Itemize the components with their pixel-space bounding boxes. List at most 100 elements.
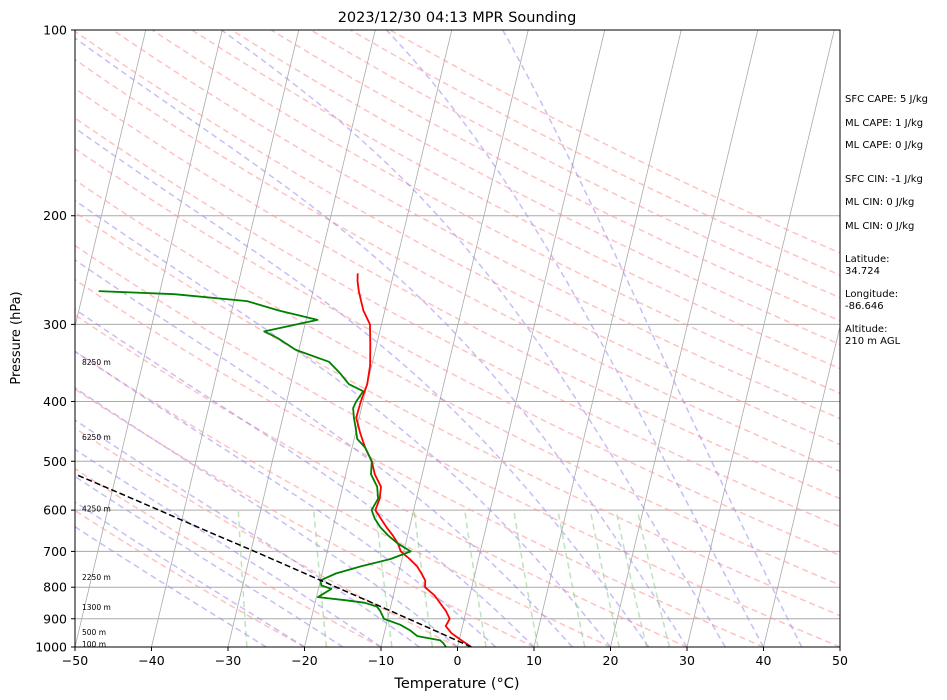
y-tick-label: 100 (43, 23, 67, 38)
sounding-info-text: SFC CIN: -1 J/kg (845, 174, 923, 185)
mixing-ratio-line (615, 509, 648, 647)
sounding-info-text: Longitude: (845, 289, 898, 300)
dry-adiabat-line (75, 388, 535, 647)
dry-adiabat-line (75, 278, 764, 647)
isotherm-line (380, 30, 529, 647)
moist-adiabat-line (75, 127, 650, 647)
moist-adiabat-line (75, 308, 535, 647)
x-tick-label: −50 (62, 653, 88, 668)
x-tick-label: 40 (756, 653, 772, 668)
y-tick-label: 600 (43, 503, 67, 518)
sounding-info-text: 210 m AGL (845, 336, 901, 347)
moist-adiabat-line (502, 30, 803, 647)
y-tick-label: 300 (43, 317, 67, 332)
moist-adiabat-line (75, 419, 420, 647)
moist-adiabat-line (75, 448, 382, 647)
moist-adiabat-line (75, 501, 305, 647)
sounding-info-text: Altitude: (845, 324, 887, 335)
y-tick-label: 200 (43, 208, 67, 223)
sounding-info-text: ML CAPE: 1 J/kg (845, 118, 923, 129)
y-tick-label: 400 (43, 394, 67, 409)
x-tick-label: −20 (291, 653, 317, 668)
moist-adiabat-line (75, 475, 344, 647)
temperature-profile-line (355, 273, 472, 647)
moist-adiabat-line (75, 199, 612, 647)
mixing-ratio-line (589, 509, 621, 647)
sounding-info-panel: SFC CAPE: 5 J/kg ML CAPE: 1 J/kg ML CAPE: … (845, 94, 928, 347)
sounding-info-text: ML CIN: 0 J/kg (845, 197, 914, 208)
plot-frame (74, 29, 841, 648)
dewpoint-profile-line (98, 290, 447, 647)
dry-adiabat-line (75, 30, 840, 446)
height-label: 6250 m (82, 433, 111, 442)
height-label: 8250 m (82, 358, 111, 367)
height-label: 2250 m (82, 573, 111, 582)
dry-adiabat-line (75, 314, 688, 647)
isotherm-line (75, 30, 147, 329)
mixing-ratio-line (313, 510, 328, 647)
isotherm-line (75, 30, 223, 647)
x-axis-ticks: −50 −40 −30 −20 −10 0 10 20 30 40 50 (62, 647, 848, 668)
mixing-ratio-line (413, 510, 434, 647)
x-tick-label: −10 (368, 653, 394, 668)
x-tick-label: −30 (215, 653, 241, 668)
x-tick-label: 10 (526, 653, 542, 668)
moist-adiabat-line (220, 30, 726, 647)
isotherm-line (763, 324, 840, 647)
isotherm-line (610, 30, 759, 647)
sounding-info-text: ML CAPE: 0 J/kg (845, 140, 923, 151)
x-tick-label: 30 (679, 653, 695, 668)
mixing-ratio-line (375, 510, 393, 647)
isotherm-line (457, 30, 606, 647)
dry-adiabat-line (112, 30, 840, 420)
y-tick-label: 700 (43, 544, 67, 559)
sounding-info-text: 34.724 (845, 266, 880, 277)
y-tick-label: 800 (43, 580, 67, 595)
dry-adiabat-line (75, 117, 840, 528)
x-tick-label: 0 (454, 653, 462, 668)
dry-adiabat-line (75, 244, 840, 647)
height-labels: 100 m 500 m 1300 m 2250 m 4250 m 6250 m 8250 m (82, 358, 111, 649)
sounding-info-text: Latitude: (845, 254, 890, 265)
moist-adiabat-line (75, 525, 267, 647)
mixing-ratio-line (463, 509, 487, 647)
height-label: 500 m (82, 628, 106, 637)
x-tick-label: −40 (138, 653, 164, 668)
chart-title: 2023/12/30 04:13 MPR Sounding (338, 10, 577, 26)
parcel-profile-line (75, 473, 472, 647)
y-tick-label: 500 (43, 454, 67, 469)
moist-adiabat-line (385, 30, 765, 647)
isotherm-line (151, 30, 300, 647)
dry-adiabat-line (75, 58, 840, 473)
height-label: 4250 m (82, 504, 111, 513)
height-label: 1300 m (82, 603, 111, 612)
x-tick-label: 50 (832, 653, 848, 668)
dry-adiabat-line (75, 427, 458, 647)
isotherm-line (304, 30, 453, 647)
isotherm-line (227, 30, 376, 647)
dry-adiabat-line (75, 350, 611, 647)
y-tick-label: 1000 (35, 640, 67, 655)
dry-adiabat-line (75, 211, 840, 617)
x-axis-label: Temperature (°C) (393, 676, 519, 692)
dry-adiabat-line (231, 30, 840, 346)
y-axis-label: Pressure (hPa) (9, 291, 24, 384)
dry-adiabat-line (75, 87, 840, 500)
mixing-ratio-line (636, 509, 671, 647)
x-tick-label: 20 (603, 653, 619, 668)
y-axis-ticks: 100 200 300 400 500 600 700 800 900 1000 (35, 23, 75, 655)
sounding-info-text: -86.646 (845, 301, 884, 312)
isotherm-line (533, 30, 682, 647)
background-reference-lines (75, 30, 840, 647)
dry-adiabat-line (75, 179, 840, 586)
dry-adiabat-line (191, 30, 840, 370)
moist-adiabat-line (75, 386, 458, 647)
sounding-info-text: SFC CAPE: 5 J/kg (845, 94, 928, 105)
mixing-ratio-line (512, 509, 539, 647)
sounding-profiles (75, 273, 472, 647)
mixing-ratio-line (557, 509, 586, 647)
moist-adiabat-line (75, 258, 573, 647)
isotherm-line (686, 30, 835, 647)
height-label: 100 m (82, 640, 106, 649)
